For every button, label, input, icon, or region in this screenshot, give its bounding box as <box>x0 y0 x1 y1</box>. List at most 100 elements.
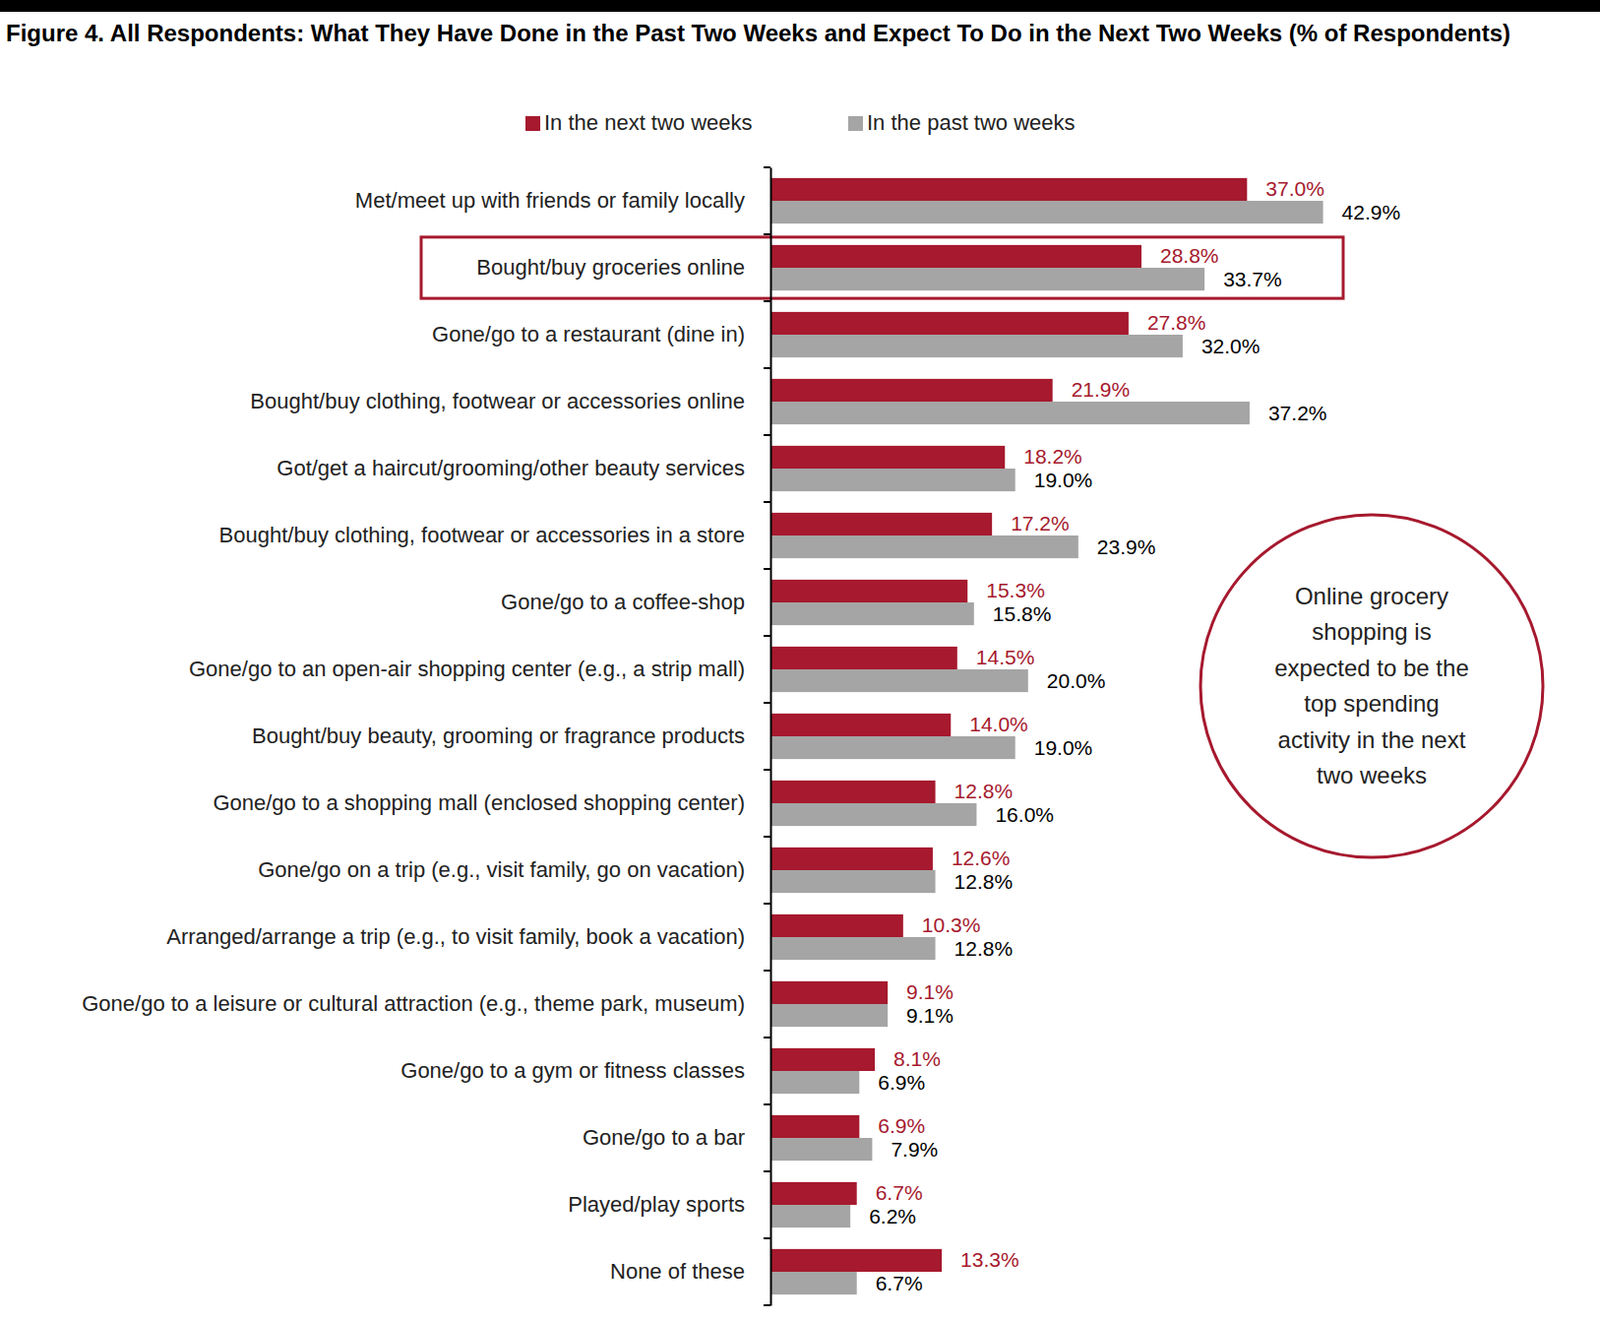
data-label: 12.8% <box>954 779 1014 802</box>
tick-label: Gone/go to a gym or fitness classes <box>400 1057 745 1083</box>
tick: Gone/go to a shopping mall (enclosed sho… <box>212 790 771 815</box>
bar <box>770 847 933 870</box>
bar <box>770 713 951 737</box>
bar <box>770 267 1205 291</box>
bar <box>770 311 1129 335</box>
bar <box>770 512 992 536</box>
data-label: 15.8% <box>992 602 1052 625</box>
bar <box>770 1204 851 1228</box>
tick: Arranged/arrange a trip (e.g., to visit … <box>166 923 771 949</box>
legend-label: In the past two weeks <box>866 110 1076 135</box>
highlight-box <box>421 237 1344 299</box>
separator <box>763 1036 771 1039</box>
separator <box>763 1303 771 1306</box>
data-label: 28.8% <box>1160 244 1220 267</box>
bar <box>770 1271 858 1294</box>
data-label: 9.1% <box>906 980 954 1003</box>
bar <box>770 936 936 960</box>
data-label: 9.1% <box>906 1003 954 1027</box>
legend-swatch <box>525 116 541 131</box>
bar <box>770 1181 858 1205</box>
data-label: 32.0% <box>1201 334 1261 358</box>
bar <box>770 981 888 1004</box>
data-label: 13.3% <box>960 1247 1020 1271</box>
data-label: 6.9% <box>877 1113 925 1137</box>
data-label: 6.2% <box>868 1204 917 1228</box>
legend: In the next two weeks In the past two wee… <box>525 110 1076 135</box>
bar <box>770 602 975 625</box>
separator <box>763 300 771 303</box>
tick-label: Gone/go to a shopping mall (enclosed sho… <box>212 790 745 815</box>
separator <box>763 835 771 838</box>
data-label: 15.3% <box>985 578 1046 602</box>
y-axis: Met/meet up with friends or family local… <box>81 168 771 1306</box>
tick-label: Met/meet up with friends or family local… <box>355 187 745 213</box>
bar <box>770 1114 860 1138</box>
axis-separators <box>763 167 771 1305</box>
data-label: 19.0% <box>1034 468 1094 492</box>
legend-swatch <box>848 116 863 131</box>
tick-label: Gone/go on a trip (e.g., visit family, g… <box>257 857 745 882</box>
tick-label: Gone/go to a leisure or cultural attract… <box>81 990 745 1016</box>
tick: Bought/buy clothing, footwear or accesso… <box>219 522 771 548</box>
bar <box>770 579 968 603</box>
bar <box>770 178 1247 201</box>
separator <box>763 166 771 169</box>
data-label: 6.9% <box>877 1070 925 1094</box>
annotation: Online groceryshopping isexpected to be … <box>1274 582 1469 790</box>
tick: Bought/buy groceries online <box>476 254 771 280</box>
separator <box>763 433 771 436</box>
data-label: 12.6% <box>951 846 1011 869</box>
legend-label: In the next two weeks <box>544 110 753 135</box>
bar <box>770 780 936 803</box>
tick: Gone/go on a trip (e.g., visit family, g… <box>257 857 771 882</box>
data-label: 18.2% <box>1023 444 1083 468</box>
separator <box>763 233 771 236</box>
bar <box>770 646 958 670</box>
data-label: 37.0% <box>1265 177 1325 200</box>
data-label: 16.0% <box>994 802 1054 826</box>
tick-label: Bought/buy clothing, footwear or accesso… <box>219 522 745 548</box>
bar <box>770 1070 860 1094</box>
tick: None of these <box>610 1258 771 1284</box>
bar <box>770 736 1016 759</box>
data-label: 21.9% <box>1071 377 1131 401</box>
bar <box>770 535 1079 558</box>
data-label: 12.8% <box>954 936 1014 960</box>
tick: Gone/go to a coffee-shop <box>500 589 771 615</box>
tick-label: Gone/go to an open-air shopping center (… <box>188 656 745 681</box>
tick-label: Bought/buy groceries online <box>476 254 745 280</box>
tick-label: None of these <box>610 1258 745 1284</box>
tick: Played/play sports <box>567 1191 771 1217</box>
tick: Bought/buy clothing, footwear or accesso… <box>249 388 771 414</box>
separator <box>763 367 771 370</box>
title: Figure 4. All Respondents: What They Hav… <box>5 19 1511 47</box>
data-label: 27.8% <box>1147 310 1207 334</box>
tick-label: Bought/buy beauty, grooming or fragrance… <box>251 723 745 748</box>
bar <box>770 1003 888 1027</box>
bar <box>770 1248 942 1272</box>
data-label: 20.0% <box>1046 669 1107 692</box>
data-label: 19.0% <box>1034 736 1094 759</box>
tick: Gone/go to a gym or fitness classes <box>400 1057 771 1083</box>
top-rule <box>0 0 1600 12</box>
chart: Figure 4. All Respondents: What They Hav… <box>0 0 1600 1321</box>
data-label: 8.1% <box>893 1046 941 1070</box>
bar <box>770 468 1016 492</box>
separator <box>763 567 771 570</box>
bar <box>770 245 1142 268</box>
tick-label: Gone/go to a bar <box>582 1124 745 1150</box>
tick: Bought/buy beauty, grooming or fragrance… <box>251 723 771 748</box>
separator <box>763 969 771 972</box>
tick: Gone/go to a leisure or cultural attract… <box>81 990 771 1016</box>
separator <box>763 1236 771 1239</box>
bar <box>770 445 1005 469</box>
data-label: 42.9% <box>1342 200 1402 224</box>
data-label: 10.3% <box>922 913 982 936</box>
tick: Gone/go to an open-air shopping center (… <box>188 656 771 681</box>
data-label: 23.9% <box>1097 535 1157 558</box>
data-label: 12.8% <box>954 869 1014 893</box>
bar <box>770 669 1029 692</box>
bar <box>770 200 1324 224</box>
data-label: 7.9% <box>890 1137 938 1161</box>
